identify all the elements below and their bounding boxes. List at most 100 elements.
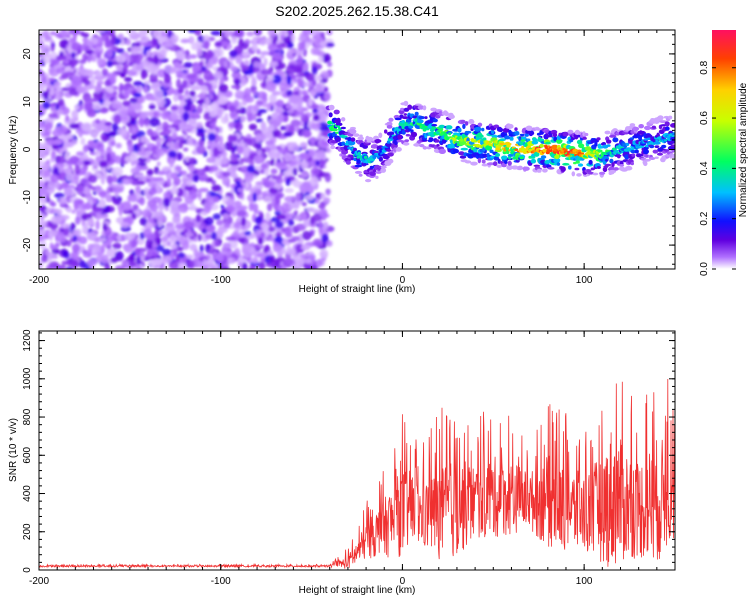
spectrogram-signal-blob (531, 140, 539, 145)
x-tick-label: -100 (211, 275, 231, 286)
spectrogram-noise-blob (226, 257, 237, 264)
spectrogram-noise-blob (69, 222, 76, 231)
spectrogram-signal-blob (645, 154, 649, 158)
spectrogram-noise-blob (39, 179, 44, 189)
spectrogram-noise-blob (283, 230, 291, 235)
spectrogram-noise-blob (128, 260, 137, 268)
spectrogram-noise-blob (136, 180, 146, 186)
spectrogram-noise-blob (92, 161, 100, 168)
spectrogram-noise-blob (206, 157, 216, 164)
spectrogram-noise-blob (81, 202, 92, 210)
spectrogram-noise-blob (164, 73, 171, 84)
spectrogram-noise-blob (230, 84, 242, 90)
spectrogram-signal-blob (520, 139, 526, 142)
spectrogram-signal-core (507, 143, 512, 145)
spectrogram-signal-blob (586, 169, 592, 173)
spectrogram-noise-blob (54, 192, 65, 198)
spectrogram-noise-blob (144, 118, 150, 126)
spectrogram-noise-blob (66, 240, 72, 247)
spectrogram-noise-blob (135, 208, 141, 218)
spectrogram-noise-blob (216, 252, 224, 263)
spectrogram-noise-blob (48, 66, 56, 74)
spectrogram-noise-blob (65, 172, 75, 182)
spectrogram-signal-blob (553, 157, 561, 163)
spectrogram-noise-blob (144, 80, 151, 85)
spectrogram-noise-blob (191, 194, 198, 200)
spectrogram-noise-blob (72, 32, 77, 41)
spectrogram-signal-blob (481, 127, 485, 132)
spectrogram-noise-blob (233, 221, 241, 229)
spectrogram-noise-blob (188, 171, 193, 182)
spectrogram-signal-blob (418, 116, 426, 120)
spectrogram-noise-blob (183, 94, 189, 100)
spectrogram-noise-blob (199, 244, 204, 253)
spectrogram-noise-blob (205, 233, 213, 240)
spectrogram-signal-blob (609, 134, 617, 138)
spectrogram-noise-blob (302, 129, 312, 138)
spectrogram-signal-blob (386, 149, 392, 152)
spectrogram-noise-blob (132, 103, 142, 110)
spectrogram-noise-blob (146, 50, 152, 57)
spectrogram-signal-core (614, 149, 619, 153)
spectrogram-noise-blob (132, 204, 139, 210)
spectrogram-noise-blob (237, 187, 244, 193)
spectrogram-noise-blob (50, 42, 55, 52)
spectrogram-noise-blob (47, 85, 58, 90)
spectrogram-noise-blob (66, 51, 73, 60)
spectrogram-noise-blob (309, 89, 317, 97)
spectrogram-signal-blob (643, 148, 649, 155)
spectrogram-signal-blob (414, 111, 419, 116)
spectrogram-noise-blob (163, 191, 171, 200)
spectrogram-noise-blob (268, 187, 279, 194)
spectrogram-noise-blob (49, 87, 55, 96)
spectrogram-signal-blob (571, 171, 576, 177)
spectrogram-noise-blob (203, 258, 208, 267)
spectrogram-noise-blob (299, 152, 310, 161)
spectrogram-signal-blob (596, 166, 601, 169)
spectrogram-signal-blob (596, 137, 601, 141)
spectrogram-noise-blob (283, 152, 293, 162)
spectrogram-noise-blob (87, 231, 98, 241)
spectrogram-noise-blob (40, 124, 48, 129)
spectrogram-signal-blob (517, 165, 523, 171)
x-tick-label: 0 (400, 275, 406, 286)
spectrogram-signal-blob (553, 162, 558, 166)
colorbar-tick-label: 0.0 (699, 262, 710, 276)
spectrogram-noise-blob (156, 161, 161, 167)
spectrogram-noise-blob (295, 223, 307, 231)
spectrogram-noise-blob (288, 94, 299, 104)
spectrogram-signal-blob (481, 159, 486, 164)
spectrogram-noise-blob (271, 112, 279, 121)
spectrogram-noise-blob (192, 111, 200, 120)
spectrogram-signal-core (639, 145, 644, 149)
spectrogram-noise-blob (90, 75, 96, 86)
spectrogram-noise-blob (82, 144, 89, 153)
spectrogram-noise-blob (242, 50, 250, 58)
spectrogram-noise-blob (274, 182, 283, 190)
spectrogram-noise-blob (234, 90, 245, 100)
spectrogram-noise-blob (161, 255, 172, 264)
y-tick-label: 20 (22, 48, 33, 60)
spectrogram-noise-blob (99, 145, 105, 153)
spectrogram-signal-blob (653, 141, 661, 145)
spectrogram-signal-blob (358, 173, 363, 177)
spectrogram-signal-blob (562, 162, 569, 166)
spectrogram-noise-blob (219, 135, 224, 145)
spectrogram-signal-blob (365, 179, 372, 183)
spectrogram-signal-blob (630, 161, 634, 166)
spectrogram-noise-blob (258, 244, 265, 249)
spectrogram-noise-blob (314, 75, 323, 82)
spectrogram-noise-blob (298, 212, 308, 221)
spectrogram-noise-blob (228, 135, 235, 141)
spectrogram-noise-blob (39, 228, 46, 236)
spectrogram-noise-blob (299, 72, 306, 78)
spectrogram-noise-blob (92, 206, 102, 213)
spectrogram-signal-blob (360, 159, 367, 163)
spectrogram-signal-blob (468, 119, 475, 124)
spectrogram-signal-core (495, 139, 498, 144)
spectrogram-noise-blob (129, 97, 138, 104)
spectrogram-noise-blob (189, 202, 196, 211)
snr-series-line (39, 378, 675, 569)
spectrogram-signal-blob (350, 137, 356, 142)
spectrogram-noise-blob (149, 203, 158, 212)
